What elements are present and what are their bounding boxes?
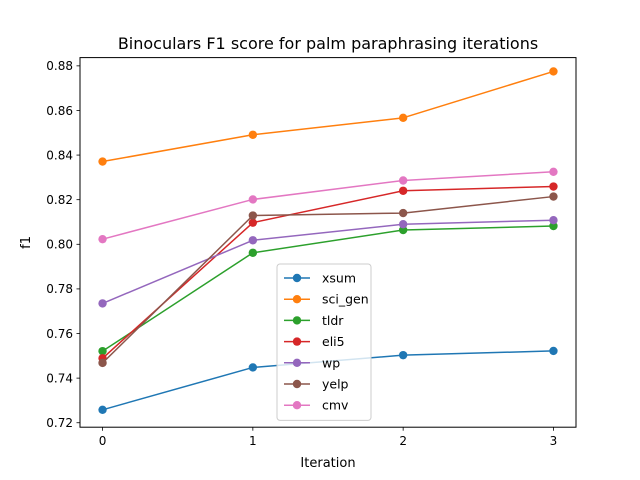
legend-marker bbox=[292, 379, 302, 389]
legend-label: xsum bbox=[322, 271, 356, 286]
data-point bbox=[98, 405, 107, 415]
data-point bbox=[248, 236, 258, 245]
data-point bbox=[398, 225, 408, 235]
data-point bbox=[98, 299, 107, 308]
legend-marker bbox=[292, 273, 302, 283]
data-point bbox=[549, 346, 558, 356]
data-point bbox=[549, 167, 558, 177]
series-line bbox=[102, 185, 554, 359]
x-tick-label: 3 bbox=[550, 434, 558, 448]
y-tick-label: 0.76 bbox=[46, 327, 73, 341]
y-tick-label: 0.86 bbox=[46, 104, 73, 118]
data-point bbox=[248, 211, 258, 220]
legend-item: sci_gen bbox=[284, 292, 369, 307]
series-line bbox=[102, 219, 554, 305]
legend-marker bbox=[292, 401, 302, 410]
data-point bbox=[248, 130, 258, 139]
x-tick-label: 1 bbox=[249, 434, 257, 448]
data-point bbox=[98, 157, 107, 166]
data-point bbox=[398, 186, 408, 195]
y-tick-label: 0.72 bbox=[46, 416, 73, 430]
chart-title: Binoculars F1 score for palm paraphrasin… bbox=[118, 34, 538, 53]
data-point bbox=[248, 195, 258, 204]
y-tick-label: 0.82 bbox=[46, 193, 73, 207]
data-point bbox=[549, 216, 558, 225]
legend-item: tldr bbox=[284, 313, 344, 328]
axes-frame bbox=[79, 57, 577, 428]
series-cmv bbox=[98, 167, 558, 244]
series-line bbox=[102, 171, 554, 240]
legend-marker bbox=[292, 358, 302, 367]
legend-item: xsum bbox=[284, 271, 356, 286]
y-tick-label: 0.84 bbox=[46, 148, 73, 162]
legend-item: cmv bbox=[284, 398, 349, 413]
legend-label: wp bbox=[322, 355, 340, 370]
legend-label: tldr bbox=[322, 313, 344, 328]
data-point bbox=[398, 208, 408, 218]
x-tick-label: 0 bbox=[99, 434, 107, 448]
series-yelp bbox=[98, 192, 558, 368]
plot-area bbox=[98, 67, 558, 415]
series-sci_gen bbox=[98, 67, 558, 166]
x-tick-label: 2 bbox=[399, 434, 407, 448]
legend-box bbox=[276, 263, 372, 421]
data-point bbox=[98, 358, 107, 368]
data-point bbox=[248, 218, 258, 227]
data-point bbox=[549, 221, 558, 231]
x-axis-label: Iteration bbox=[300, 456, 355, 471]
y-tick-label: 0.88 bbox=[46, 59, 73, 73]
legend-label: eli5 bbox=[322, 334, 345, 349]
data-point bbox=[549, 192, 558, 201]
data-point bbox=[398, 350, 408, 360]
legend-item: eli5 bbox=[284, 334, 345, 349]
x-axis-ticks: 0 1 2 3 bbox=[99, 427, 558, 448]
legend-marker bbox=[292, 337, 302, 346]
data-point bbox=[549, 67, 558, 76]
series-line bbox=[102, 70, 554, 163]
data-point bbox=[398, 176, 408, 185]
data-point bbox=[398, 113, 408, 123]
data-point bbox=[98, 346, 107, 356]
data-point bbox=[398, 220, 408, 229]
y-axis-ticks: 0.72 0.74 0.76 0.78 0.80 0.82 0.84 0.86 0.88 bbox=[46, 59, 80, 430]
series-line bbox=[102, 195, 554, 364]
data-point bbox=[248, 248, 258, 257]
y-tick-label: 0.74 bbox=[46, 371, 73, 385]
legend-marker bbox=[292, 295, 302, 304]
y-tick-label: 0.80 bbox=[46, 238, 73, 252]
y-tick-label: 0.78 bbox=[46, 282, 73, 296]
data-point bbox=[248, 363, 258, 372]
data-point bbox=[98, 234, 107, 244]
series-eli5 bbox=[98, 182, 558, 363]
legend-item: yelp bbox=[284, 377, 349, 392]
data-point bbox=[549, 182, 558, 191]
legend-label: sci_gen bbox=[322, 292, 369, 307]
legend-label: yelp bbox=[322, 377, 349, 392]
y-axis-label: f1 bbox=[19, 236, 34, 249]
legend-item: wp bbox=[284, 355, 340, 370]
series-tldr bbox=[98, 221, 558, 356]
legend-marker bbox=[292, 316, 302, 325]
series-wp bbox=[98, 216, 558, 308]
legend-label: cmv bbox=[322, 398, 349, 413]
series-line bbox=[102, 225, 554, 352]
